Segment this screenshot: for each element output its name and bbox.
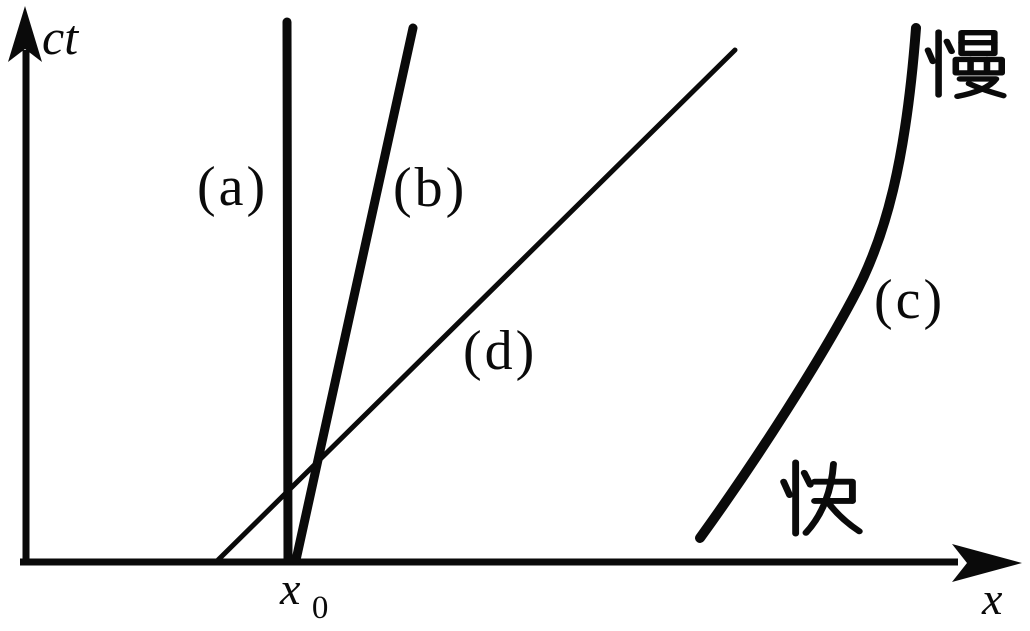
worldline-c-label: (c) [874,269,945,331]
worldline-c [695,23,921,543]
annotation-slow-stroke [965,80,1007,99]
annotation-fast-stroke [802,461,837,536]
x-axis-arrowhead-icon [952,544,1022,582]
annotation-slow-stroke [943,38,955,55]
y-axis-arrowhead-icon [8,6,42,62]
annotation-fast-stroke [780,478,794,499]
worldlines: (a) (b) (c) (d) [197,17,945,565]
worldline-b [291,23,418,565]
y-axis [8,6,42,562]
worldline-d [215,47,738,563]
annotation-slow-stroke [952,56,1005,76]
annotation-fast-stroke [800,469,814,488]
worldline-d-label: (d) [463,320,537,382]
y-axis-label: ct [42,9,79,65]
origin-tick-label: x 0 [279,563,328,626]
origin-tick-label-base: x [279,563,301,614]
annotation-fast-label: 快 [780,459,863,537]
worldline-b-label: (b) [393,157,467,219]
annotation-slow-label: 慢 [924,29,1007,100]
annotation-fast-stroke [825,500,863,535]
origin-tick-label-subscript: 0 [312,590,329,626]
annotation-slow-stroke [924,47,937,65]
annotation-fast-stroke [811,478,856,504]
worldline-a-label: (a) [197,156,268,218]
x-axis-label: x [981,573,1003,624]
x-axis [20,544,1022,582]
annotation-slow-stroke [958,30,998,57]
worldline-a [282,17,293,565]
annotations: 慢快 [780,29,1007,537]
